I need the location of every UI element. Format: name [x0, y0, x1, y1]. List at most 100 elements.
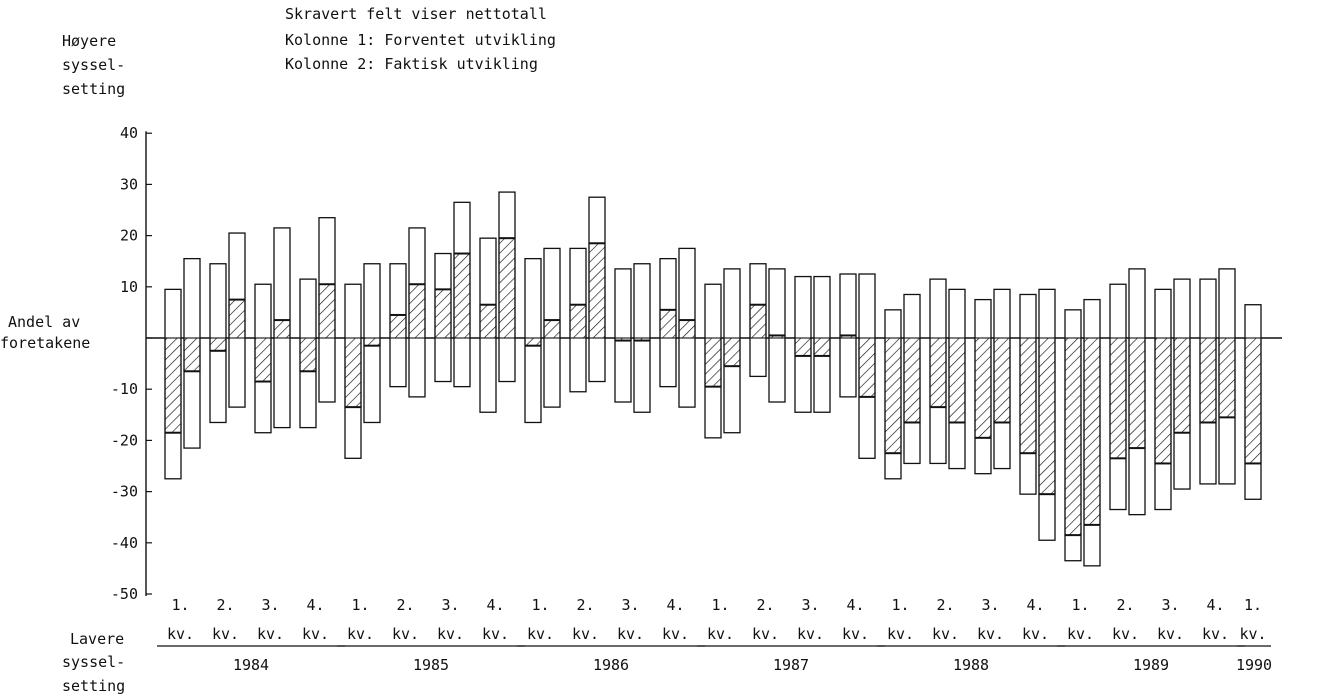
bar-net-hatched: [948, 337, 966, 424]
quarter-kv-label: kv.: [167, 625, 194, 643]
quarter-kv-label: kv.: [1067, 625, 1094, 643]
bar-net-hatched: [704, 337, 722, 388]
quarter-label: 1.: [171, 596, 189, 614]
legend-column-2: Kolonne 2: Faktisk utvikling: [285, 55, 538, 73]
bar-net-hatched: [318, 283, 336, 339]
quarter-label: 3.: [261, 596, 279, 614]
bar-net-hatched: [389, 314, 407, 339]
quarter-kv-label: kv.: [1157, 625, 1184, 643]
bar-net-hatched: [813, 337, 831, 357]
bar-net-hatched: [1083, 337, 1101, 526]
y-mid-label: Andel av foretakene: [0, 313, 90, 352]
bar-net-hatched: [524, 337, 542, 347]
quarter-kv-label: kv.: [977, 625, 1004, 643]
quarter-kv-label: kv.: [1112, 625, 1139, 643]
bar-net-hatched: [1218, 337, 1236, 418]
quarter-kv-label: kv.: [707, 625, 734, 643]
bar-net-hatched: [498, 237, 516, 339]
bar-net-hatched: [659, 309, 677, 339]
bars: [146, 191, 1282, 567]
quarter-kv-label: kv.: [797, 625, 824, 643]
y-tick-label: -20: [111, 431, 138, 449]
quarter-kv-label: kv.: [482, 625, 509, 643]
quarter-kv-label: kv.: [1022, 625, 1049, 643]
bar-net-hatched: [1109, 337, 1127, 459]
quarter-label: 1.: [1244, 596, 1262, 614]
y-tick-label: -30: [111, 483, 138, 501]
bar-net-hatched: [1038, 337, 1056, 495]
y-tick-label: -40: [111, 534, 138, 552]
quarter-label: 1.: [1071, 596, 1089, 614]
bar-net-hatched: [1244, 337, 1262, 464]
bar-net-hatched: [1199, 337, 1217, 424]
quarter-label: 4.: [666, 596, 684, 614]
bar-net-hatched: [993, 337, 1011, 424]
quarter-label: 3.: [1161, 596, 1179, 614]
quarter-kv-label: kv.: [212, 625, 239, 643]
legend: Skravert felt viser nettotall Kolonne 1:…: [285, 5, 556, 73]
quarter-label: 4.: [846, 596, 864, 614]
y-tick-label: 10: [120, 278, 138, 296]
quarter-kv-label: kv.: [257, 625, 284, 643]
y-axis: 40 30 20 10 -10 -20 -30 -40 -50: [111, 124, 152, 603]
bar-outline: [614, 268, 632, 403]
quarter-kv-label: kv.: [437, 625, 464, 643]
bar-net-hatched: [273, 319, 291, 339]
y-top-label-line: syssel-: [62, 56, 125, 74]
quarter-kv-label: kv.: [842, 625, 869, 643]
y-bottom-label-line: setting: [62, 677, 125, 695]
quarter-kv-label: kv.: [527, 625, 554, 643]
bar-net-hatched: [1128, 337, 1146, 449]
bar-net-hatched: [209, 337, 227, 352]
bar-net-hatched: [363, 337, 381, 347]
quarter-label: 3.: [621, 596, 639, 614]
y-tick-label: -50: [111, 585, 138, 603]
quarter-label: 2.: [396, 596, 414, 614]
quarter-kv-label: kv.: [1239, 625, 1266, 643]
bar-net-hatched: [1173, 337, 1191, 434]
quarter-kv-label: kv.: [932, 625, 959, 643]
bar-net-hatched: [299, 337, 317, 372]
y-top-label: Høyere syssel- setting: [62, 32, 125, 98]
quarter-kv-label: kv.: [392, 625, 419, 643]
bar-net-hatched: [974, 337, 992, 439]
y-tick-label: 20: [120, 227, 138, 245]
bar-net-hatched: [344, 337, 362, 408]
quarter-label: 3.: [981, 596, 999, 614]
bar-net-hatched: [723, 337, 741, 367]
y-mid-label-line: Andel av: [8, 313, 80, 331]
y-top-label-line: setting: [62, 80, 125, 98]
quarter-label: 4.: [486, 596, 504, 614]
legend-column-1: Kolonne 1: Forventet utvikling: [285, 31, 556, 49]
quarter-label: 4.: [1026, 596, 1044, 614]
year-label: 1988: [953, 656, 989, 674]
y-tick-label: -10: [111, 380, 138, 398]
quarter-label: 4.: [306, 596, 324, 614]
quarter-kv-label: kv.: [347, 625, 374, 643]
bar-net-hatched: [434, 288, 452, 339]
bar-net-hatched: [569, 304, 587, 339]
quarter-label: 1.: [531, 596, 549, 614]
bar-net-hatched: [543, 319, 561, 339]
y-bottom-label-line: Lavere: [70, 630, 124, 648]
quarter-label: 2.: [756, 596, 774, 614]
y-top-label-line: Høyere: [62, 32, 116, 50]
year-label: 1984: [233, 656, 269, 674]
quarter-kv-label: kv.: [887, 625, 914, 643]
bar-net-hatched: [858, 337, 876, 398]
bar-net-hatched: [1019, 337, 1037, 454]
quarter-kv-label: kv.: [752, 625, 779, 643]
quarter-kv-label: kv.: [662, 625, 689, 643]
x-axis-labels: 1. kv. 2. kv. 3. kv. 4. kv. 1984 1. kv. 2. kv. 3. kv. 4…: [157, 596, 1272, 674]
bar-net-hatched: [1064, 337, 1082, 536]
quarter-label: 2.: [576, 596, 594, 614]
quarter-label: 2.: [1116, 596, 1134, 614]
year-label: 1989: [1133, 656, 1169, 674]
bar-net-hatched: [164, 337, 182, 434]
y-bottom-label-line: syssel-: [62, 653, 125, 671]
bar-net-hatched: [479, 304, 497, 339]
bar-net-hatched: [884, 337, 902, 454]
quarter-label: 4.: [1206, 596, 1224, 614]
bar-net-hatched: [794, 337, 812, 357]
